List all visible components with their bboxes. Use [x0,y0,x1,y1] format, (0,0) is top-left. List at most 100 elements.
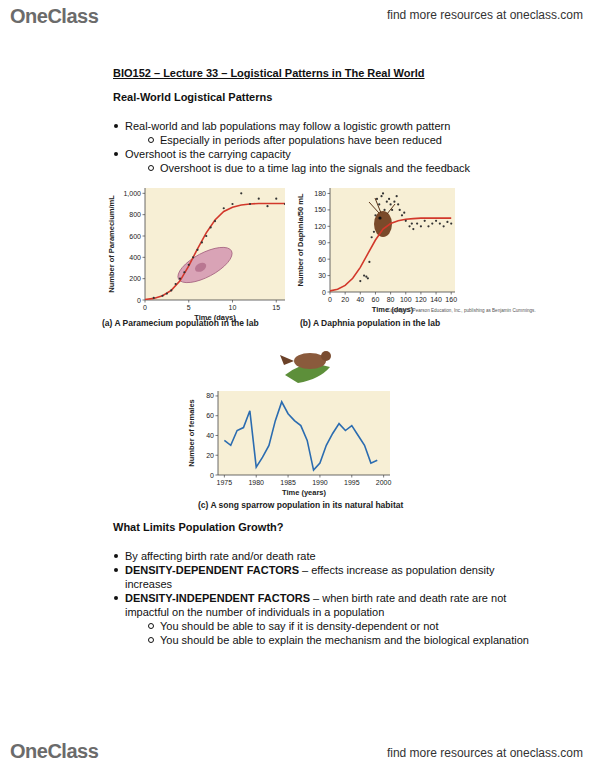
x-tick [451,292,452,295]
x-tick-label: 1990 [312,479,328,486]
x-tick [232,300,233,303]
x-tick [360,292,361,295]
data-point [231,203,233,205]
x-tick-label: 40 [356,296,364,303]
y-tick [143,300,146,301]
data-point [396,195,398,197]
sparrow-tail [280,355,294,365]
y-tick-label: 30 [318,272,326,279]
data-point [382,192,384,194]
x-tick [351,475,352,478]
paramecium-illustration [173,240,237,289]
data-point [205,235,207,237]
x-tick-label: 1980 [248,479,264,486]
y-tick [328,226,331,227]
sparrow-illustration [280,351,331,383]
data-point [170,289,172,291]
paramecium-body [173,240,237,289]
bullet-text: Real-world and lab populations may follo… [125,120,450,132]
x-tick [345,292,346,295]
paramecium-nucleus [193,261,207,274]
x-tick [224,475,225,478]
data-point [401,214,403,216]
data-point [435,220,437,222]
data-point [450,222,452,224]
page-title: BIO152 – Lecture 33 – Logistical Pattern… [113,66,425,80]
data-point [380,195,382,197]
data-point [378,203,380,205]
x-tick-label: 20 [341,296,349,303]
data-point [249,203,251,205]
y-axis [145,188,146,300]
data-point [175,283,177,285]
y-tick-label: 90 [318,239,326,246]
x-tick-label: 0 [143,304,147,311]
data-point [153,297,155,299]
x-tick [145,300,146,303]
bullet: DENSITY-INDEPENDENT FACTORS – when birth… [113,591,543,619]
chart: 05101502004006008001,000Time (days)Numbe… [100,180,295,340]
y-tick-label: 600 [129,233,141,240]
y-tick-label: 180 [314,190,326,197]
data-point [405,220,407,222]
bullet: Real-world and lab populations may follo… [113,119,543,133]
section: What Limits Population Growth? By affecti… [113,520,543,647]
sub-bullet-ring [148,623,154,629]
plot-area [330,192,452,291]
data-point [373,231,375,233]
y-tick [216,455,219,456]
sub-bullet-text: You should be able to say if it is densi… [160,620,438,632]
x-tick [288,475,289,478]
data-point [416,222,418,224]
sub-bullet-text: Overshoot is due to a time lag into the … [160,162,470,174]
data-point [424,220,426,222]
x-tick-label: 140 [430,296,442,303]
sub-bullet-ring [148,137,154,143]
chart-caption: (c) A song sparrow population in its nat… [198,500,403,510]
section: Real-World Logistical PatternsReal-world… [113,90,543,175]
y-tick-label: 20 [206,452,214,459]
bullet: By affecting birth rate and/or death rat… [113,549,543,563]
data-point [192,256,194,258]
y-tick [328,193,331,194]
data-point [391,209,393,211]
x-tick-label: 1995 [344,479,360,486]
sub-bullet: Especially in periods after populations … [113,133,543,147]
data-point [431,222,433,224]
header-link: find more resources at oneclass.com [387,8,583,22]
plot-area [145,192,285,299]
plot-background [145,188,285,300]
x-tick [256,475,257,478]
x-tick-label: 80 [387,296,395,303]
x-tick-label: 2000 [376,479,392,486]
y-tick-label: 150 [314,206,326,213]
x-tick [436,292,437,295]
sub-bullet-text: Especially in periods after populations … [160,134,442,146]
x-tick [420,292,421,295]
section-heading: What Limits Population Growth? [113,520,543,534]
logo: OneClass [10,5,98,28]
x-tick-label: 120 [415,296,427,303]
data-point [258,198,260,200]
data-point [201,241,203,243]
data-point [420,225,422,227]
data-point [386,201,388,203]
y-tick-label: 1,000 [123,190,141,197]
data-point [179,278,181,280]
chart: 0204060801001201401600306090120150180Tim… [295,180,495,335]
data-point [365,276,367,278]
data-point [388,198,390,200]
sub-bullet: You should be able to explain the mechan… [113,633,543,647]
data-point [166,293,168,295]
y-axis [218,391,219,475]
x-tick-label: 1985 [280,479,296,486]
bullet: DENSITY-DEPENDENT FACTORS – effects incr… [113,563,543,591]
sparrow-head [321,351,331,361]
y-tick [328,275,331,276]
plot-background [218,391,390,475]
bullet-text: Overshoot is the carrying capacity [125,148,291,160]
x-axis-label: Time (years) [282,488,327,497]
data-point [374,214,376,216]
data-point [266,205,268,207]
y-axis-label: Number of Daphnia/50 mL [296,193,305,286]
